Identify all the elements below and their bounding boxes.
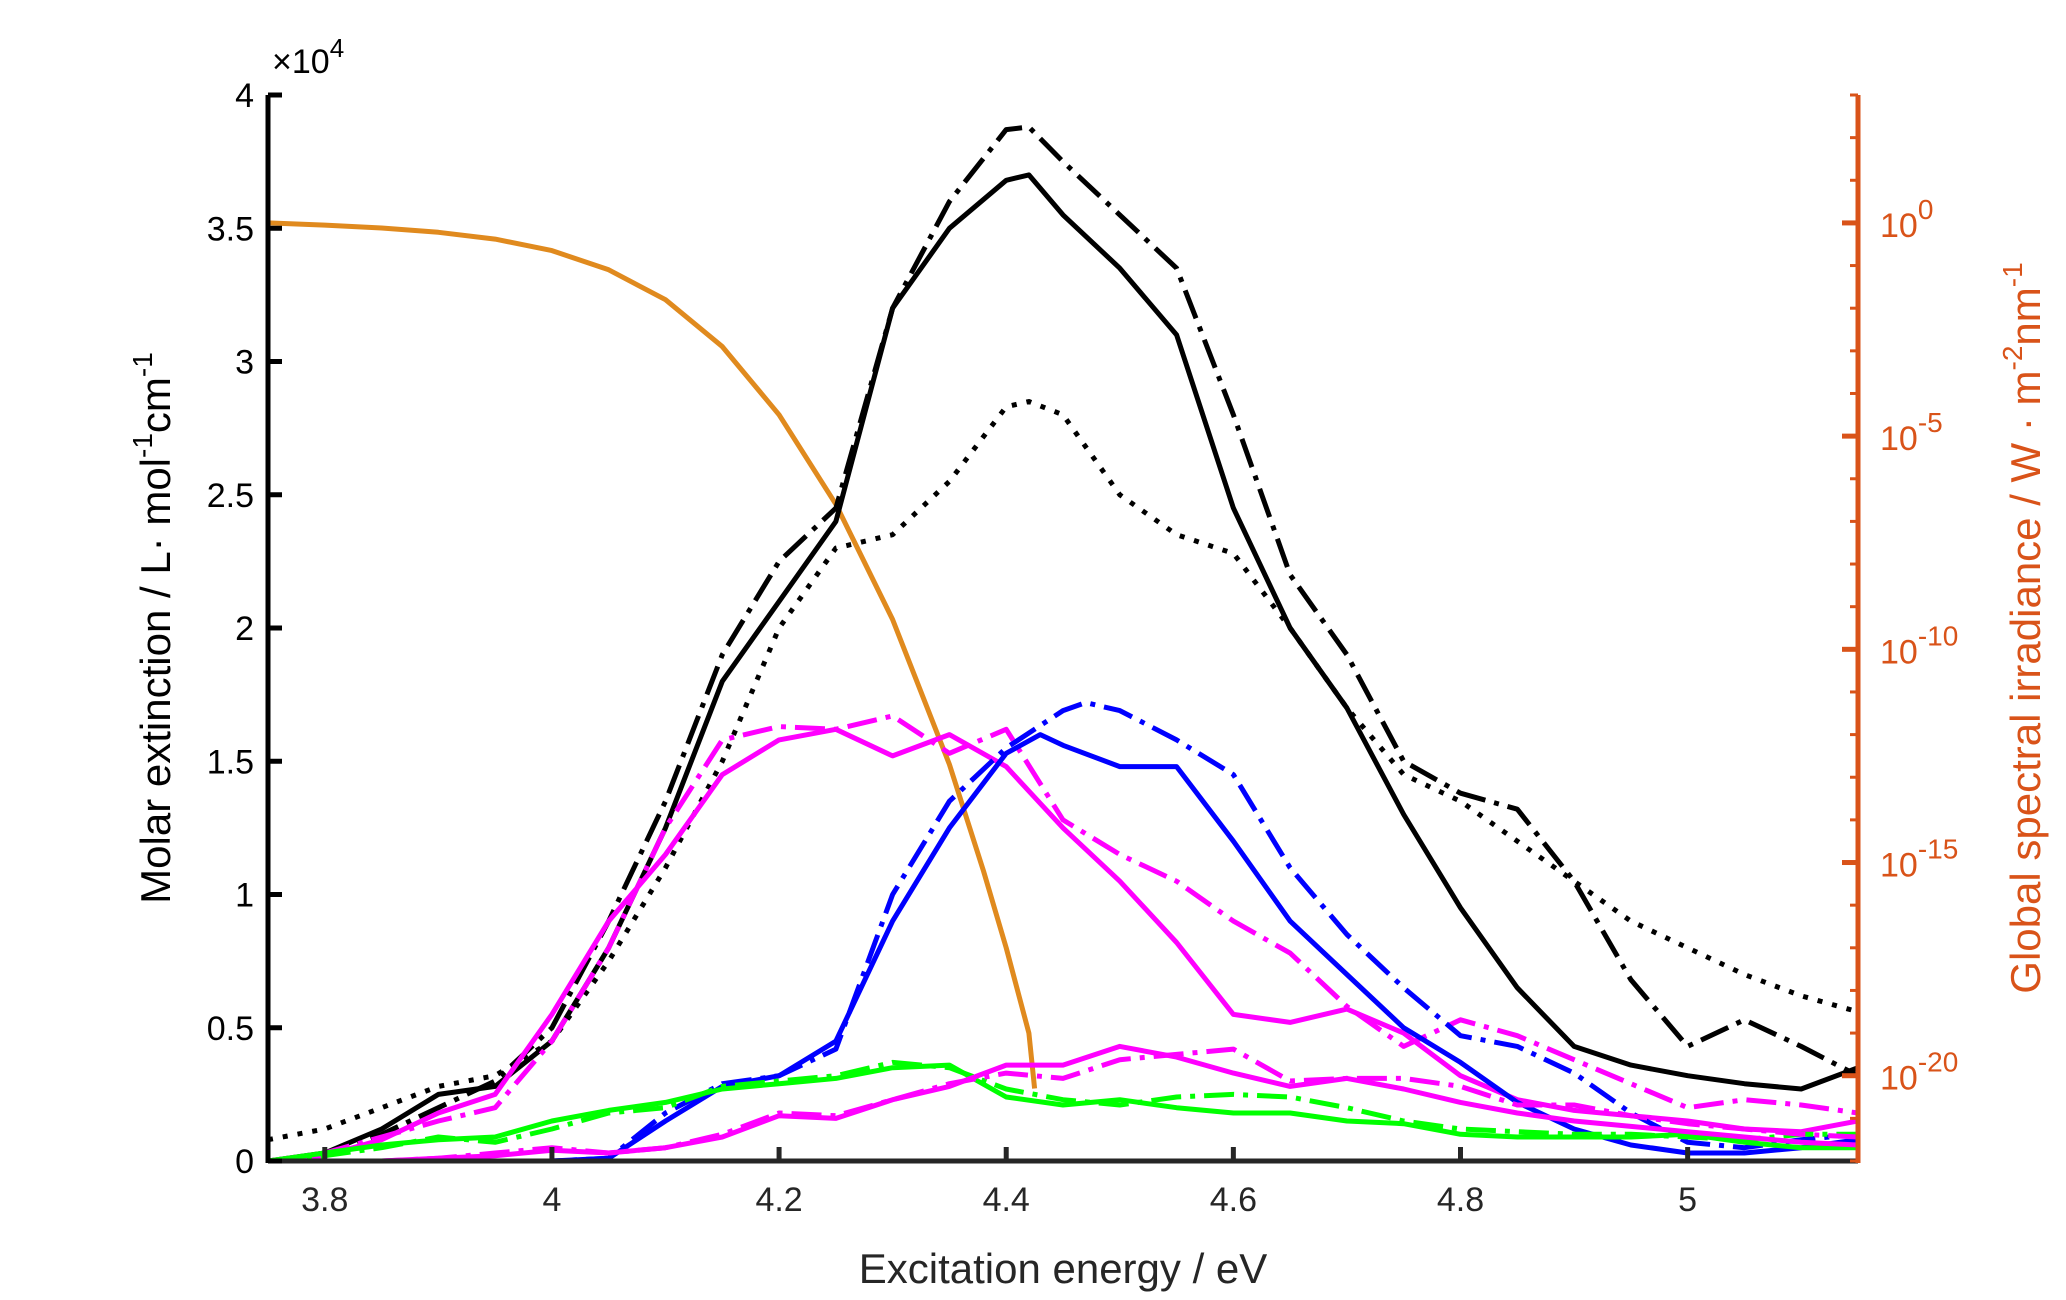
x-tick-label: 5 xyxy=(1678,1181,1697,1219)
x-tick-label: 4.6 xyxy=(1210,1181,1257,1219)
x-axis-title: Excitation energy / eV xyxy=(859,1245,1268,1292)
x-tick-label: 4.2 xyxy=(755,1181,802,1219)
x-tick-label: 4.8 xyxy=(1437,1181,1484,1219)
y-multiplier-label: ×104 xyxy=(272,33,344,81)
series-black-dashdot xyxy=(268,124,1858,1161)
y-tick-label: 4 xyxy=(235,77,254,115)
y-tick-label: 0.5 xyxy=(207,1010,254,1048)
x-tick-label: 4.4 xyxy=(983,1181,1030,1219)
y-tick-label: 3.5 xyxy=(207,210,254,248)
y-tick-label: 2.5 xyxy=(207,477,254,515)
series-magenta-solid xyxy=(268,726,1858,1161)
y-tick-label: 2 xyxy=(235,610,254,648)
y2-tick-label: 10-10 xyxy=(1880,620,1958,671)
y2-tick-label: 100 xyxy=(1880,194,1933,245)
series-green-dashdot xyxy=(268,1059,1858,1161)
y2-axis-title: Global spectral irradiance / W · m-2nm-1 xyxy=(1997,262,2049,993)
series-green-solid xyxy=(268,1062,1858,1161)
series-blue-solid xyxy=(268,732,1858,1161)
x-tick-label: 4 xyxy=(542,1181,561,1219)
y2-tick-label: 10-15 xyxy=(1880,834,1958,885)
y-tick-label: 1 xyxy=(235,877,254,915)
y2-tick-label: 10-20 xyxy=(1880,1047,1958,1098)
series-red-solid xyxy=(268,1043,1858,1161)
series-irradiance xyxy=(268,220,1038,1089)
axes-layer: 3.8 4 4.2 4.4 4.6 4.8 5 0 0.5 1 1.5 2 2.5 3 3.5 4 ×104 10… xyxy=(127,33,2049,1292)
x-tick-label: 3.8 xyxy=(301,1181,348,1219)
series-red-dashdot xyxy=(268,1046,1858,1161)
series-blue-dashdot xyxy=(268,700,1858,1161)
y-tick-label: 0 xyxy=(235,1143,254,1181)
series-magenta-dashdot xyxy=(268,713,1858,1161)
y2-tick-label: 10-5 xyxy=(1880,407,1943,458)
y-tick-label: 3 xyxy=(235,344,254,382)
series-black-dotted xyxy=(268,399,1858,1143)
y-axis-title: Molar extinction / L· mol-1cm-1 xyxy=(127,352,179,904)
series-layer xyxy=(268,124,1858,1161)
series-black-solid xyxy=(268,172,1858,1161)
y-tick-label: 1.5 xyxy=(207,743,254,781)
